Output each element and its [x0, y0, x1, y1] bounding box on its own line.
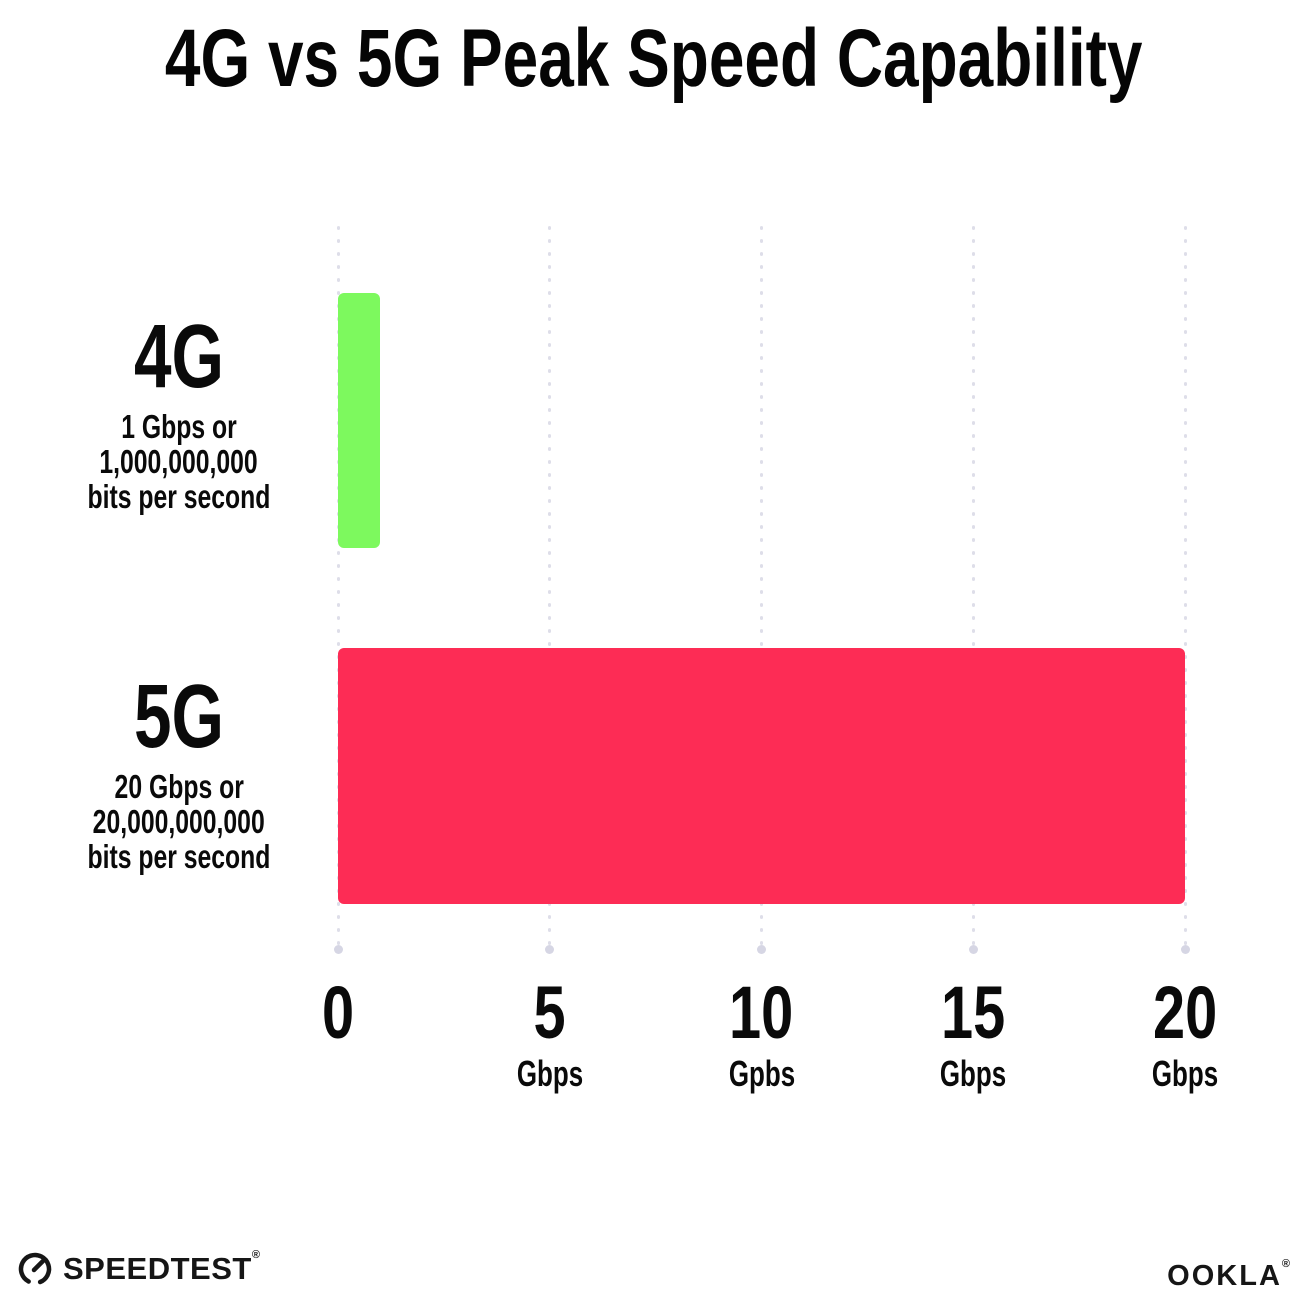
x-tick-value: 10 [729, 971, 794, 1054]
ookla-logo: OOKLA® [1167, 1258, 1292, 1293]
x-tick-value: 5 [533, 971, 566, 1054]
x-axis: 0 5 Gbps 10 Gpbs 15 Gbps 20 Gbps [322, 976, 1218, 1106]
category-label-5g: 5G 20 Gbps or 20,000,000,000 bits per se… [20, 672, 338, 874]
plot-area [333, 224, 1190, 956]
x-tick-unit: Gbps [516, 1053, 583, 1094]
chart-title: 4G vs 5G Peak Speed Capability [0, 13, 1308, 104]
x-tick-value: 20 [1152, 971, 1218, 1054]
gridline-10 [757, 224, 766, 954]
chart-title-text: 4G vs 5G Peak Speed Capability [165, 13, 1143, 104]
x-tick-unit: Gbps [1151, 1053, 1219, 1094]
x-tick-value: 15 [941, 971, 1006, 1054]
sublabel-line: bits per second [87, 838, 271, 875]
x-tick-unit: Gbps [940, 1053, 1007, 1094]
x-tick-unit: Gpbs [728, 1053, 795, 1094]
gridline-20 [1180, 224, 1190, 954]
category-label-4g: 4G 1 Gbps or 1,000,000,000 bits per seco… [20, 312, 338, 514]
x-tick-5: 5 Gbps [504, 976, 596, 1092]
sublabel-line: 20 Gbps or [114, 768, 244, 805]
speedtest-logo: SPEEDTEST® [16, 1249, 261, 1288]
category-name-5g: 5G [133, 667, 225, 767]
registered-mark: ® [251, 1249, 261, 1261]
sublabel-line: 1,000,000,000 [99, 443, 259, 480]
x-tick-20: 20 Gbps [1139, 976, 1231, 1092]
speedtest-wordmark: SPEEDTEST® [63, 1249, 261, 1286]
gridline-15 [968, 224, 978, 954]
gauge-icon [16, 1250, 54, 1288]
x-tick-value: 0 [321, 971, 355, 1054]
x-tick-unit [317, 1056, 358, 1092]
x-tick-0: 0 [317, 976, 358, 1092]
registered-mark: ® [1281, 1258, 1292, 1270]
bar-4g [338, 293, 381, 548]
category-name-4g: 4G [133, 307, 225, 407]
gridline-0 [333, 224, 343, 954]
x-tick-15: 15 Gbps [927, 976, 1019, 1092]
category-sublabel-5g: 20 Gbps or 20,000,000,000 bits per secon… [20, 769, 338, 874]
ookla-wordmark: OOKLA [1167, 1260, 1282, 1292]
bar-5g [338, 648, 1185, 904]
sublabel-line: 1 Gbps or [121, 408, 237, 445]
sublabel-line: 20,000,000,000 [92, 803, 266, 840]
gridline-5 [545, 224, 555, 954]
sublabel-line: bits per second [87, 478, 271, 515]
category-sublabel-4g: 1 Gbps or 1,000,000,000 bits per second [20, 409, 338, 514]
x-tick-10: 10 Gpbs [715, 976, 807, 1092]
